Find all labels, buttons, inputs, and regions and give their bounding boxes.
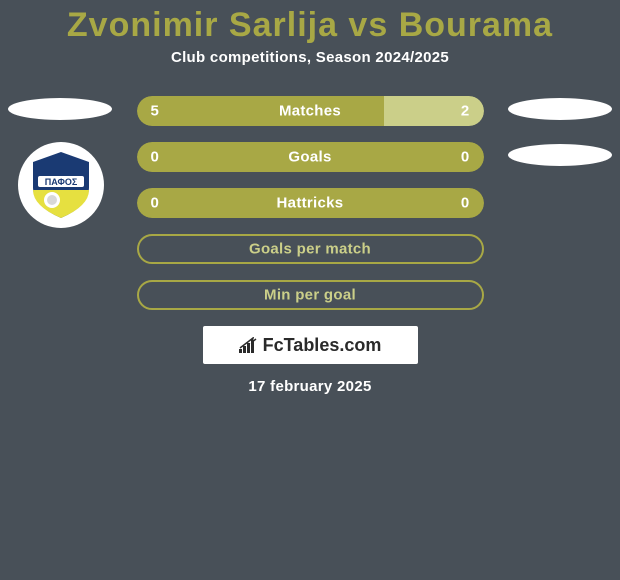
stat-row-goals: 0 Goals 0	[137, 142, 484, 172]
fctables-logo-icon	[239, 337, 259, 353]
team-badge-pafos: ΠΑΦΟΣ	[18, 142, 104, 228]
svg-text:ΠΑΦΟΣ: ΠΑΦΟΣ	[45, 177, 78, 187]
bar-fill-left	[137, 142, 311, 172]
stat-name: Matches	[279, 103, 341, 120]
stat-name: Goals	[288, 149, 331, 166]
stat-value-right: 2	[461, 103, 470, 120]
pafos-logo-icon: ΠΑΦΟΣ	[26, 150, 96, 220]
subtitle: Club competitions, Season 2024/2025	[0, 49, 620, 66]
comparison-bars: 5 Matches 2 0 Goals 0 0 Hattricks 0 Goals per mat…	[137, 96, 484, 310]
bar-fill-left	[137, 96, 385, 126]
placeholder-ellipse-left-1	[8, 98, 112, 120]
content-area: ΠΑΦΟΣ 5 Matches 2 0 Goals 0 0 Hattricks 0 Goals p…	[0, 96, 620, 395]
placeholder-ellipse-right-2	[508, 144, 612, 166]
brand-box: FcTables.com	[203, 326, 418, 364]
stat-row-matches: 5 Matches 2	[137, 96, 484, 126]
stat-name: Goals per match	[249, 241, 371, 258]
stat-value-right: 0	[461, 149, 470, 166]
right-column	[502, 96, 612, 188]
stat-value-left: 5	[151, 103, 160, 120]
left-column: ΠΑΦΟΣ	[8, 96, 118, 228]
stat-name: Min per goal	[264, 287, 356, 304]
stat-value-right: 0	[461, 195, 470, 212]
stat-value-left: 0	[151, 195, 160, 212]
stat-row-min-per-goal: Min per goal	[137, 280, 484, 310]
stat-name: Hattricks	[277, 195, 344, 212]
brand-text: FcTables.com	[263, 335, 382, 356]
stat-row-hattricks: 0 Hattricks 0	[137, 188, 484, 218]
bar-fill-right	[310, 142, 484, 172]
stat-row-goals-per-match: Goals per match	[137, 234, 484, 264]
update-date: 17 february 2025	[0, 378, 620, 395]
page-title: Zvonimir Sarlija vs Bourama	[0, 0, 620, 49]
placeholder-ellipse-right-1	[508, 98, 612, 120]
stat-value-left: 0	[151, 149, 160, 166]
